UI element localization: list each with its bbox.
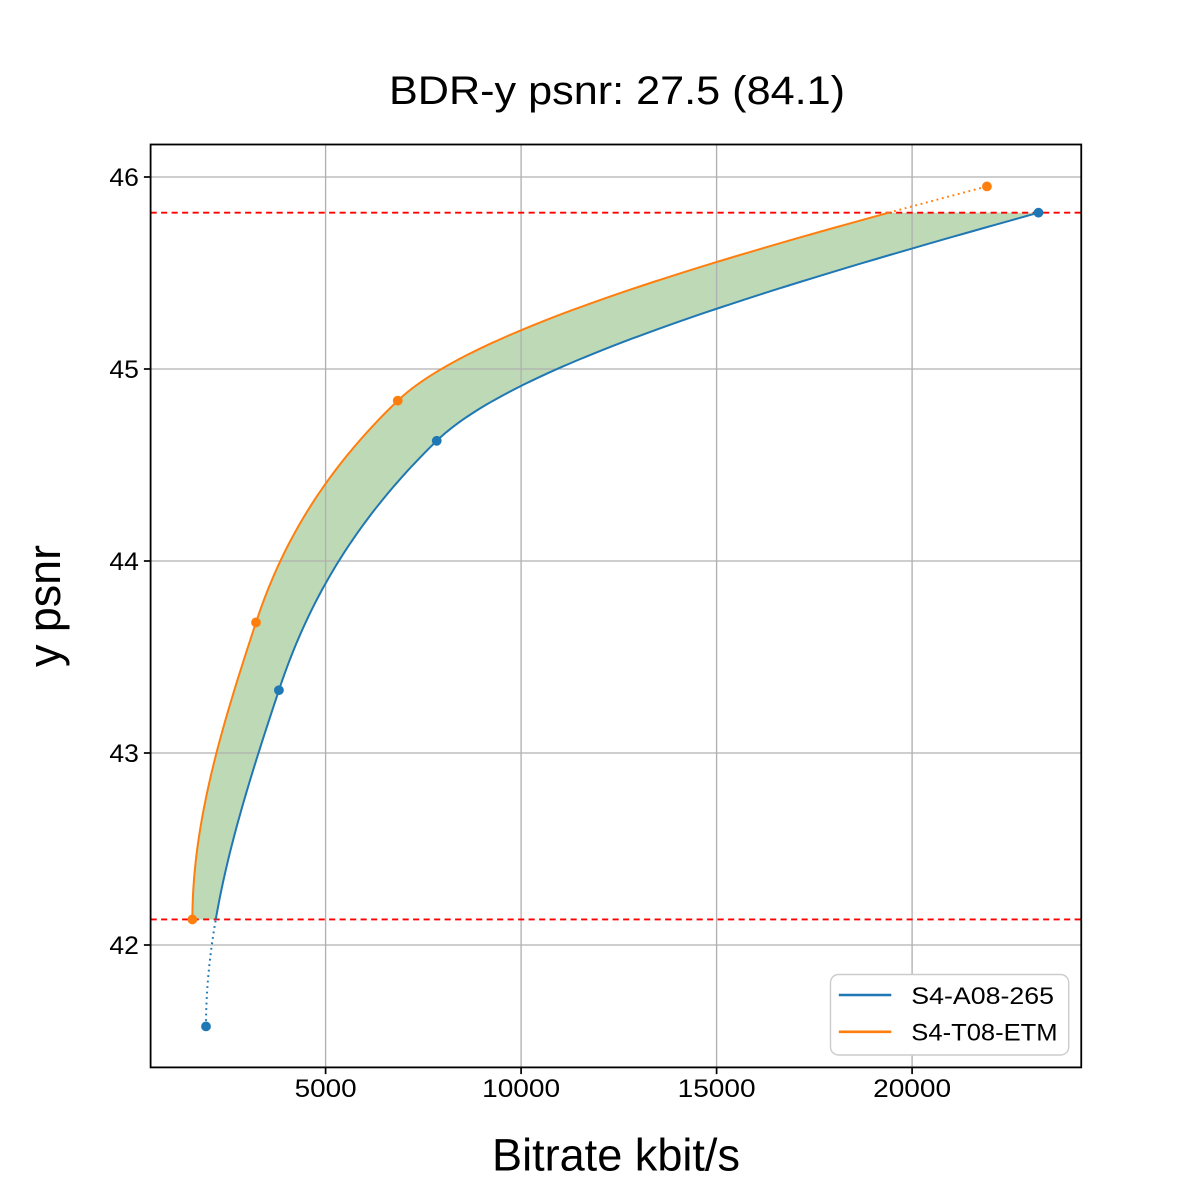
svg-text:y psnr: y psnr	[19, 545, 70, 667]
svg-text:Bitrate kbit/s: Bitrate kbit/s	[492, 1130, 740, 1181]
svg-text:S4-T08-ETM: S4-T08-ETM	[911, 1020, 1057, 1047]
svg-text:46: 46	[109, 164, 139, 192]
svg-text:BDR-y psnr: 27.5 (84.1): BDR-y psnr: 27.5 (84.1)	[389, 69, 845, 113]
svg-text:20000: 20000	[873, 1075, 951, 1103]
svg-text:5000: 5000	[295, 1075, 357, 1103]
svg-text:42: 42	[109, 932, 139, 960]
svg-text:45: 45	[109, 356, 139, 384]
svg-text:10000: 10000	[482, 1075, 560, 1103]
svg-text:44: 44	[109, 548, 139, 576]
svg-text:15000: 15000	[678, 1075, 756, 1103]
svg-text:43: 43	[109, 740, 139, 768]
svg-text:S4-A08-265: S4-A08-265	[911, 983, 1054, 1010]
